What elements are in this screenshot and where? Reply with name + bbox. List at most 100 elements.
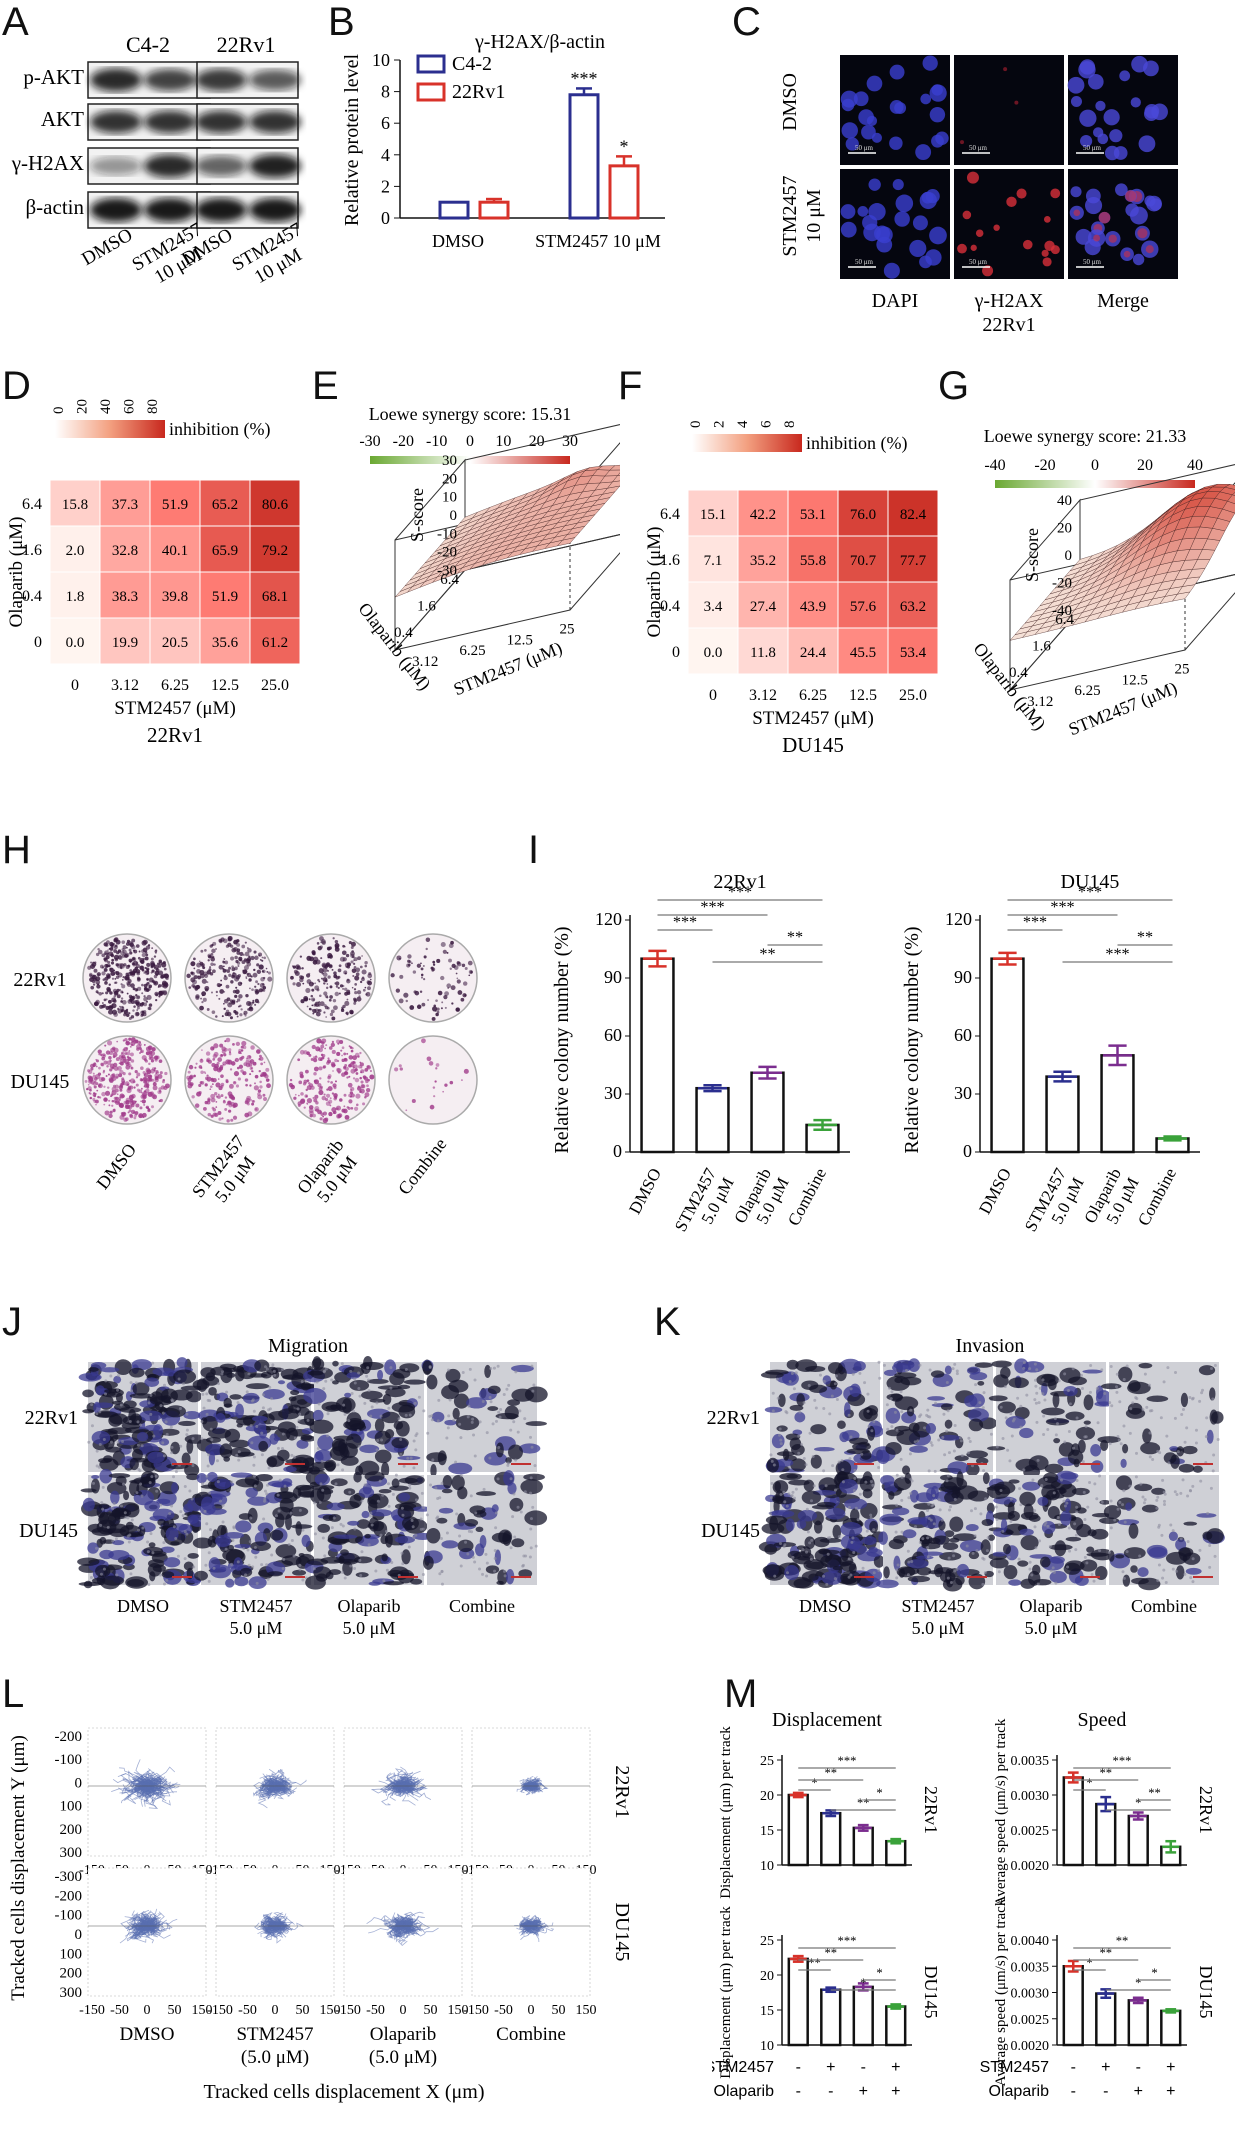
y-tick-label: 0.0040 bbox=[1011, 1934, 1050, 1949]
blot-band bbox=[195, 110, 247, 134]
plate-col-label: Combine bbox=[394, 1134, 450, 1198]
heatmap-value: 27.4 bbox=[750, 599, 777, 615]
treatment-sign: - bbox=[796, 2059, 801, 2076]
heatmap-cell bbox=[837, 535, 889, 583]
heatmap-value: 45.5 bbox=[850, 645, 876, 661]
bar bbox=[852, 1985, 874, 2047]
panel-m-displacement-speed: Displacement Speed10152025*********Displa… bbox=[712, 1709, 1216, 2100]
z-tick-label: -20 bbox=[1052, 576, 1072, 592]
x-tick-label: 0 bbox=[71, 677, 79, 694]
heatmap-legend-bar bbox=[692, 434, 802, 452]
micro-col-label: Combine bbox=[1131, 1596, 1197, 1616]
blot-band bbox=[249, 198, 301, 222]
z-axis-label: S-score bbox=[407, 488, 427, 542]
y-tick-label: 0.0020 bbox=[1011, 1859, 1050, 1874]
y-tick-label: 8 bbox=[381, 82, 390, 102]
micro-col-label: 5.0 μM bbox=[912, 1618, 965, 1638]
y-tick-label: 0.0025 bbox=[1011, 2013, 1050, 2028]
legend-tick-label: -20 bbox=[393, 433, 414, 450]
y-tick-label: 0 bbox=[75, 1775, 83, 1791]
micrograph-tile bbox=[987, 1358, 1114, 1479]
synergy-legend-bar bbox=[370, 456, 570, 464]
blot-band bbox=[195, 198, 247, 222]
y-tick-label: 15 bbox=[760, 1824, 774, 1839]
blot-band bbox=[195, 68, 247, 92]
heatmap-value: 0.0 bbox=[704, 645, 723, 661]
y-tick-label: 0.0035 bbox=[1011, 1754, 1050, 1769]
track-plot bbox=[87, 1867, 207, 1997]
legend-tick-label: 80 bbox=[145, 399, 161, 414]
heatmap-cell bbox=[837, 627, 889, 675]
legend-tick-label: 20 bbox=[529, 433, 545, 450]
y-tick-label: 25 bbox=[760, 1754, 774, 1769]
heatmap-cell bbox=[737, 627, 789, 675]
y-tick-label: -200 bbox=[55, 1729, 83, 1745]
heatmap-value: 61.2 bbox=[262, 635, 288, 651]
x-tick-label: Combine bbox=[1134, 1165, 1180, 1229]
bar bbox=[695, 1086, 730, 1154]
y-tick-label: 0 bbox=[381, 208, 390, 228]
x-tick-label: 150 bbox=[448, 2003, 469, 2018]
x-tick-label: 0 bbox=[400, 2003, 407, 2018]
chart-title: Speed bbox=[1078, 1709, 1127, 1731]
plate-row-label: 22Rv1 bbox=[13, 969, 66, 991]
track-col-label: DMSO bbox=[120, 2024, 175, 2045]
heatmap-value: 19.9 bbox=[112, 635, 138, 651]
panel-d-heatmap: 0 20 40 60 80 inhibition (%) 6.4 15.8 37.3 51.9 65… bbox=[6, 399, 301, 747]
blot-band bbox=[144, 69, 196, 91]
z-tick-label: 20 bbox=[442, 471, 457, 487]
x-tick-label: 0 bbox=[709, 687, 717, 704]
sig-label: ** bbox=[1148, 1786, 1161, 1800]
micro-col-label: 5.0 μM bbox=[343, 1618, 396, 1638]
z-tick-label: -10 bbox=[437, 526, 457, 542]
heatmap-cell bbox=[49, 479, 101, 527]
track-plot bbox=[343, 1867, 463, 1997]
y-tick-label: 4 bbox=[381, 145, 390, 165]
treatment-sign: + bbox=[859, 2083, 868, 2100]
if-image-tile: 50 μm bbox=[840, 169, 950, 279]
sig-label: * bbox=[876, 1786, 882, 1800]
x-tick-label: 50 bbox=[296, 2003, 310, 2018]
sig-label: * bbox=[1086, 1776, 1092, 1790]
panel-letter-f: F bbox=[618, 364, 643, 408]
heatmap-cell bbox=[687, 581, 739, 629]
micro-row-label: DU145 bbox=[701, 1520, 760, 1542]
treatment-sign: + bbox=[1134, 2083, 1143, 2100]
x-tick-label: 25 bbox=[560, 622, 575, 638]
chart-title: Displacement bbox=[772, 1709, 882, 1731]
track-row-label: DU145 bbox=[611, 1903, 633, 1962]
panel-letter-k: K bbox=[654, 1300, 681, 1344]
legend-tick-label: 20 bbox=[712, 420, 728, 428]
significance-mark: *** bbox=[571, 68, 598, 88]
y-tick-label: 25 bbox=[760, 1934, 774, 1949]
sig-label: *** bbox=[1050, 898, 1074, 916]
heatmap-value: 55.8 bbox=[800, 553, 826, 569]
bar bbox=[1062, 1965, 1084, 2047]
x-tick-label: 0 bbox=[528, 2003, 535, 2018]
bar bbox=[568, 93, 600, 220]
x-tick-label: 25.0 bbox=[899, 687, 927, 704]
sig-label: *** bbox=[673, 913, 697, 931]
if-row-label: DMSO bbox=[779, 73, 801, 131]
x-tick-label: 3.12 bbox=[412, 654, 438, 670]
heatmap-value: 68.1 bbox=[262, 589, 288, 605]
micrograph-tile bbox=[192, 1471, 320, 1590]
y-tick-label: -100 bbox=[55, 1908, 83, 1924]
legend-tick-label: -10 bbox=[426, 433, 447, 450]
bar bbox=[608, 164, 640, 220]
z-tick-label: 30 bbox=[442, 453, 457, 469]
y-tick-label: 1.6 bbox=[1032, 638, 1051, 654]
panel-letter-c: C bbox=[732, 0, 761, 44]
y-tick-label: 10 bbox=[760, 1859, 774, 1874]
treatment-sign: + bbox=[826, 2059, 835, 2076]
blot-row-label: AKT bbox=[41, 107, 84, 131]
y-tick-label: 0.4 bbox=[394, 625, 413, 641]
y-axis-label: Olaparib (μM) bbox=[644, 527, 665, 638]
blot-band bbox=[144, 198, 196, 222]
panel-title: Invasion bbox=[956, 1335, 1025, 1357]
